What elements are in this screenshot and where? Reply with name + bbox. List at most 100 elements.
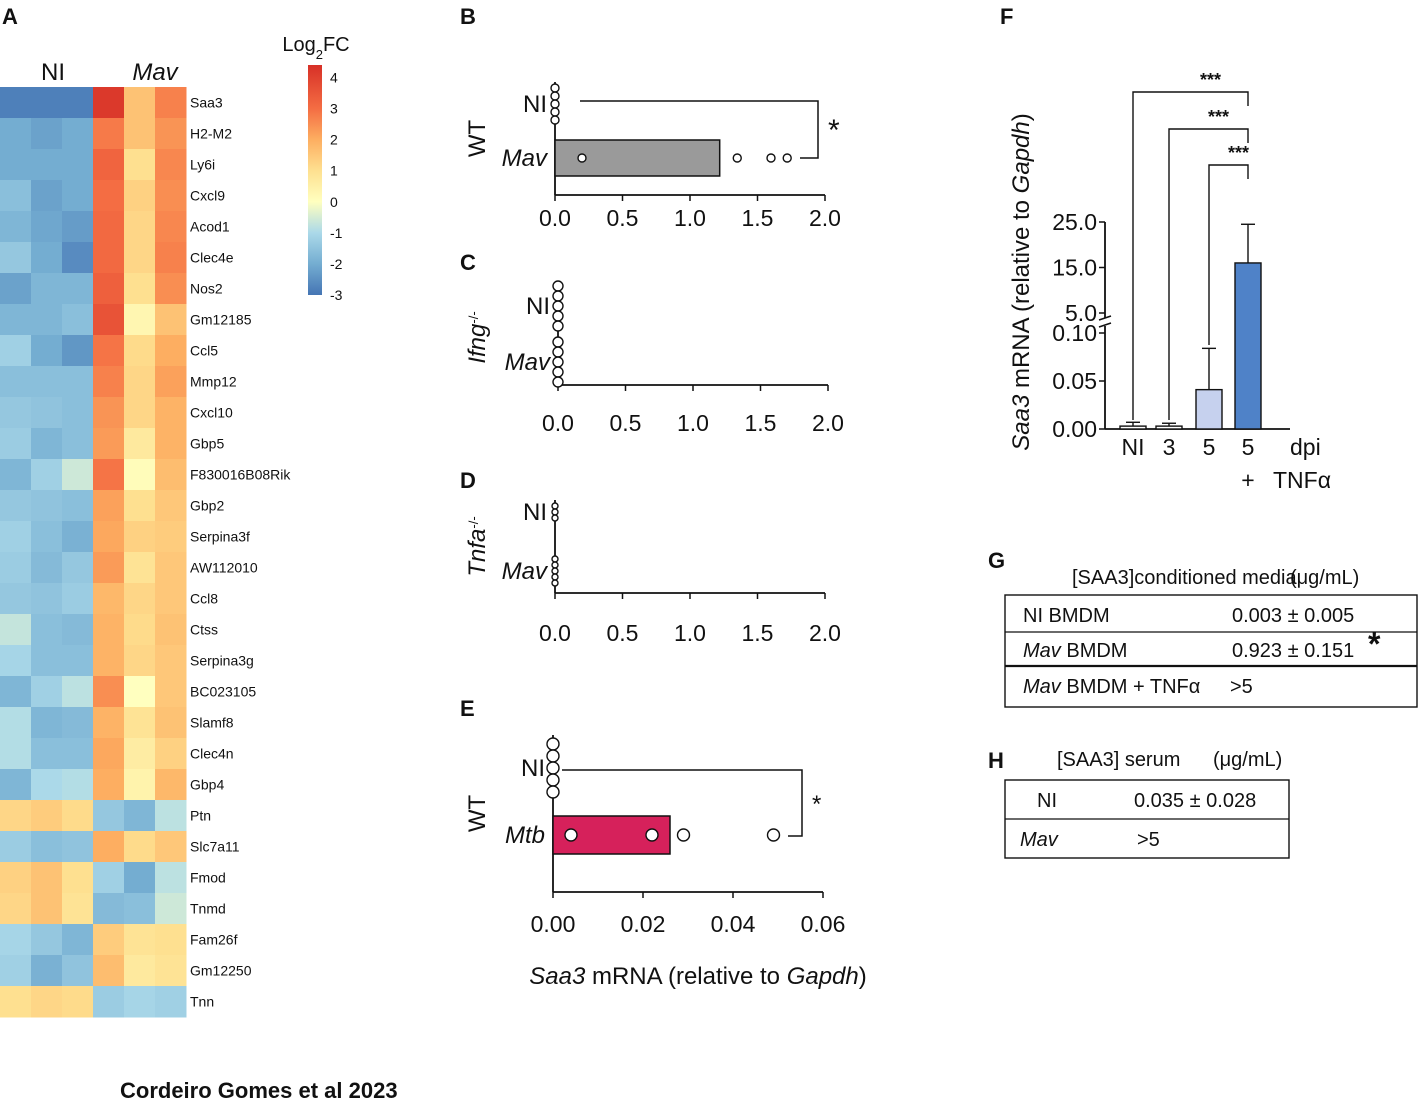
bar-f-3 xyxy=(1234,262,1262,430)
heatmap-cell xyxy=(93,366,125,398)
heatmap-cell xyxy=(93,707,125,739)
heatmap-cell xyxy=(31,397,63,429)
heatmap-cell xyxy=(93,335,125,367)
heatmap-cell xyxy=(93,645,125,677)
data-point xyxy=(550,83,560,93)
heatmap-cell xyxy=(62,831,94,863)
heatmap-cell xyxy=(155,149,187,181)
x-tick-label: 0.00 xyxy=(531,911,576,937)
heatmap-cell xyxy=(155,87,187,119)
gene-label-serpina3f: Serpina3f xyxy=(190,529,250,545)
data-point xyxy=(546,785,560,799)
heatmap-cell xyxy=(124,211,156,243)
heatmap-cell xyxy=(155,614,187,646)
heatmap-cell xyxy=(93,552,125,584)
heatmap-cell xyxy=(62,490,94,522)
data-point xyxy=(551,579,559,587)
heatmap-cell xyxy=(124,428,156,460)
category-label-mav: Mav xyxy=(505,349,552,376)
colorbar-tick: 4 xyxy=(330,69,338,85)
heatmap-cell xyxy=(155,521,187,553)
data-point xyxy=(645,828,659,842)
gene-label-tnn: Tnn xyxy=(190,994,214,1010)
axis-break-mark xyxy=(1098,315,1112,321)
heatmap-cell xyxy=(31,955,63,987)
gene-label-clec4e: Clec4e xyxy=(190,250,234,266)
heatmap-cell xyxy=(62,118,94,150)
footer-citation: Cordeiro Gomes et al 2023 xyxy=(120,1078,398,1103)
heatmap-cell xyxy=(62,645,94,677)
heatmap-cell xyxy=(0,149,32,181)
heatmap-cell xyxy=(0,707,32,739)
x-tick-label: 1.0 xyxy=(674,205,706,231)
data-point xyxy=(551,514,559,522)
significance-mark-f: *** xyxy=(1200,70,1221,90)
x-tick-label: 2.0 xyxy=(809,620,841,646)
data-point xyxy=(550,99,560,109)
heatmap-cell xyxy=(124,645,156,677)
gene-label-gm12250: Gm12250 xyxy=(190,963,252,979)
heatmap-cell xyxy=(62,738,94,770)
heatmap-cell xyxy=(93,87,125,119)
heatmap-cell xyxy=(124,955,156,987)
gene-label-tnmd: Tnmd xyxy=(190,901,226,917)
heatmap-cell xyxy=(93,676,125,708)
colorbar-tick: 0 xyxy=(330,194,338,210)
heatmap-cell xyxy=(31,583,63,615)
data-point xyxy=(546,749,560,763)
heatmap-cell xyxy=(155,738,187,770)
data-point xyxy=(550,107,560,117)
heatmap-cell xyxy=(62,955,94,987)
y-tick-label: 25.0 xyxy=(1052,209,1097,235)
heatmap-cell xyxy=(155,366,187,398)
table-g-row-value: 0.923 ± 0.151 xyxy=(1232,640,1354,662)
heatmap-cell xyxy=(124,924,156,956)
heatmap-cell xyxy=(62,335,94,367)
x-tick-label: 0.5 xyxy=(607,205,639,231)
panel-label-b: B xyxy=(460,4,476,29)
heatmap-cell xyxy=(155,800,187,832)
gene-label-f830016b08rik: F830016B08Rik xyxy=(190,467,291,483)
data-point xyxy=(766,153,776,163)
heatmap-cell xyxy=(124,335,156,367)
heatmap-cell xyxy=(93,521,125,553)
heatmap-cell xyxy=(62,87,94,119)
heatmap-cell xyxy=(62,707,94,739)
significance-mark-f: *** xyxy=(1208,107,1229,127)
gene-label-saa3: Saa3 xyxy=(190,95,223,111)
heatmap-cell xyxy=(155,862,187,894)
heatmap-cell xyxy=(93,149,125,181)
genotype-label-b: WT xyxy=(464,120,491,158)
heatmap-cell xyxy=(155,676,187,708)
heatmap-cell xyxy=(0,118,32,150)
x-tick-label: 0.5 xyxy=(610,410,642,436)
gene-label-cxcl9: Cxcl9 xyxy=(190,188,225,204)
x-tick-label: 2.0 xyxy=(812,410,844,436)
significance-bracket-f xyxy=(1208,164,1249,345)
y-axis-label-f: Saa3 mRNA (relative to Gapdh) xyxy=(1008,113,1035,451)
data-point xyxy=(551,573,559,581)
heatmap-cell xyxy=(93,831,125,863)
y-tick-label: 0.05 xyxy=(1052,368,1097,394)
genotype-label-e: WT xyxy=(464,795,491,833)
x-tick-label: 2.0 xyxy=(809,205,841,231)
heatmap-cell xyxy=(155,645,187,677)
heatmap-cell xyxy=(155,180,187,212)
heatmap-cell xyxy=(0,397,32,429)
heatmap-cell xyxy=(0,738,32,770)
heatmap-cell xyxy=(62,521,94,553)
heatmap-cell xyxy=(124,862,156,894)
gene-label-ccl5: Ccl5 xyxy=(190,343,218,359)
heatmap-cell xyxy=(155,552,187,584)
x-axis-label-e: Saa3 mRNA (relative to Gapdh) xyxy=(529,963,867,990)
heatmap-cell xyxy=(155,955,187,987)
data-point xyxy=(552,300,564,312)
heatmap-cell xyxy=(62,862,94,894)
data-point xyxy=(676,828,691,842)
heatmap-cell xyxy=(62,676,94,708)
heatmap-cell xyxy=(0,800,32,832)
heatmap-cell xyxy=(62,769,94,801)
bar-f-0 xyxy=(1119,425,1147,430)
heatmap-cell xyxy=(31,273,63,305)
significance-mark-f: *** xyxy=(1228,143,1249,163)
